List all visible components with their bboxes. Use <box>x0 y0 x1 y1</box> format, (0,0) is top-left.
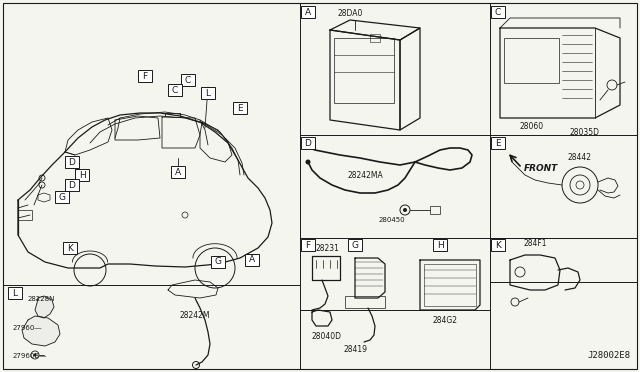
Text: E: E <box>495 138 501 148</box>
Bar <box>430 206 440 214</box>
Text: 284F1: 284F1 <box>524 239 547 248</box>
Text: 28419: 28419 <box>343 345 367 354</box>
Bar <box>424 264 476 306</box>
Bar <box>301 239 315 251</box>
Text: F: F <box>143 71 148 80</box>
Text: 284G2: 284G2 <box>433 316 458 325</box>
Text: D: D <box>305 138 312 148</box>
Text: 28040D: 28040D <box>312 332 342 341</box>
Text: L: L <box>13 289 17 298</box>
Bar <box>65 156 79 168</box>
Text: C: C <box>495 7 501 16</box>
Bar <box>18 210 32 220</box>
Text: 28442: 28442 <box>568 153 592 162</box>
Text: D: D <box>68 180 76 189</box>
Text: G: G <box>58 192 65 202</box>
Text: A: A <box>249 256 255 264</box>
Bar <box>138 70 152 82</box>
Text: D: D <box>68 157 76 167</box>
Text: F: F <box>305 241 310 250</box>
Bar <box>491 137 505 149</box>
Bar <box>171 166 185 178</box>
Circle shape <box>33 353 36 356</box>
Text: 27960―: 27960― <box>13 325 42 331</box>
Text: G: G <box>214 257 221 266</box>
Bar <box>201 87 215 99</box>
Polygon shape <box>22 316 60 346</box>
Text: 28035D: 28035D <box>570 128 600 137</box>
Text: 28231: 28231 <box>315 244 339 253</box>
Text: C: C <box>185 76 191 84</box>
Bar <box>370 34 380 42</box>
Bar <box>301 137 315 149</box>
Text: 28242MA: 28242MA <box>347 170 383 180</box>
Bar <box>504 38 559 83</box>
Text: G: G <box>351 241 358 250</box>
Text: 280450: 280450 <box>379 217 405 223</box>
Bar <box>211 256 225 268</box>
Polygon shape <box>35 296 54 318</box>
Text: L: L <box>205 89 211 97</box>
Bar <box>168 84 182 96</box>
Bar <box>233 102 247 114</box>
Text: 28242M: 28242M <box>180 311 211 320</box>
Bar <box>433 239 447 251</box>
Text: A: A <box>305 7 311 16</box>
Bar <box>63 242 77 254</box>
Text: K: K <box>67 244 73 253</box>
Bar <box>348 239 362 251</box>
Text: C: C <box>172 86 178 94</box>
Bar <box>75 169 89 181</box>
Text: K: K <box>495 241 501 250</box>
Circle shape <box>403 208 407 212</box>
Circle shape <box>305 160 310 164</box>
Text: H: H <box>436 241 444 250</box>
Text: 28DA0: 28DA0 <box>337 9 363 18</box>
Text: 27960B―: 27960B― <box>13 353 47 359</box>
Bar <box>345 296 385 308</box>
Text: J28002E8: J28002E8 <box>587 351 630 360</box>
Bar <box>491 6 505 18</box>
Bar <box>8 287 22 299</box>
Bar <box>491 239 505 251</box>
Bar <box>55 191 69 203</box>
Text: A: A <box>175 167 181 176</box>
Text: 28228N: 28228N <box>28 296 56 302</box>
Text: 28060: 28060 <box>520 122 544 131</box>
Text: H: H <box>79 170 85 180</box>
Bar <box>65 179 79 191</box>
Bar <box>301 6 315 18</box>
Bar <box>245 254 259 266</box>
Bar <box>334 38 394 103</box>
Text: FRONT: FRONT <box>524 164 558 173</box>
Text: E: E <box>237 103 243 112</box>
Bar <box>181 74 195 86</box>
